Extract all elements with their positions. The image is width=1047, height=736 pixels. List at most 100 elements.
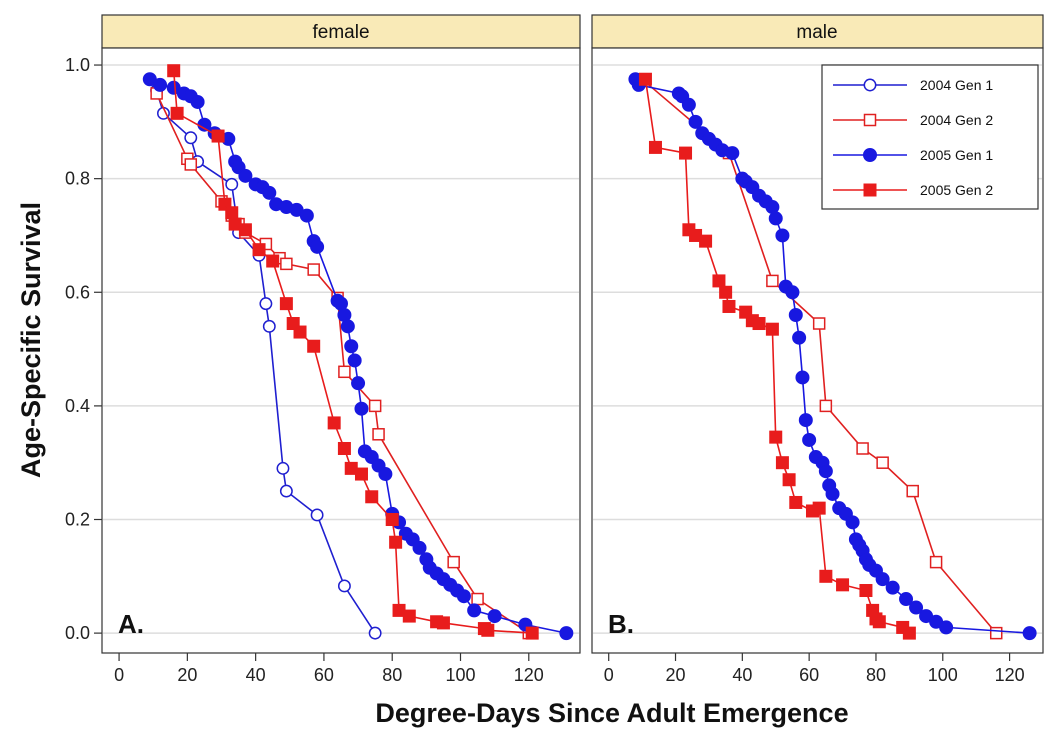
data-point-2005-gen-2 — [279, 297, 293, 311]
panel-female-x-axis: 0 20 40 60 80 100 120 — [114, 653, 544, 685]
data-point-2005-gen-2 — [481, 623, 495, 637]
data-point-2005-gen-2 — [436, 616, 450, 630]
data-point-2005-gen-2 — [354, 467, 368, 481]
legend-label: 2005 Gen 1 — [920, 147, 993, 163]
data-point-2005-gen-1 — [412, 540, 427, 555]
data-point-2005-gen-2 — [819, 569, 833, 583]
data-point-2005-gen-2 — [648, 140, 662, 154]
data-point-2004-gen-2 — [368, 399, 382, 413]
data-point-2005-gen-2 — [836, 578, 850, 592]
data-point-2004-gen-2 — [876, 456, 889, 469]
data-point-2005-gen-2 — [699, 234, 713, 248]
panel-female-grid — [103, 64, 579, 634]
data-point-2005-gen-2 — [712, 274, 726, 288]
series-line-2004-gen-2 — [641, 78, 997, 634]
data-point-2005-gen-2 — [638, 72, 652, 86]
data-point-2004-gen-2 — [812, 317, 826, 330]
data-point-2005-gen-2 — [389, 535, 403, 549]
legend: 2004 Gen 1 2004 Gen 2 2005 Gen 1 2005 Gen 2 — [821, 64, 1039, 210]
series-2005-gen-2 — [638, 72, 916, 640]
data-point-2005-gen-2 — [211, 129, 225, 143]
legend-swatch-marker — [863, 78, 877, 92]
series-2005-gen-2 — [167, 64, 539, 640]
x-tick-label: 60 — [799, 665, 819, 685]
panel-male-letter: B. — [608, 609, 634, 639]
legend-swatch-marker — [863, 148, 877, 162]
data-point-2005-gen-1 — [845, 515, 860, 530]
panel-female-series — [142, 64, 574, 641]
data-point-2005-gen-2 — [266, 254, 280, 268]
data-point-2004-gen-2 — [372, 428, 385, 441]
panel-female-plot-area — [101, 47, 581, 654]
data-point-2005-gen-1 — [456, 589, 471, 604]
data-point-2005-gen-2 — [775, 456, 789, 470]
data-point-2004-gen-2 — [989, 626, 1003, 640]
y-tick-label: 0.2 — [65, 510, 90, 530]
data-point-2004-gen-1 — [279, 484, 293, 498]
data-point-2005-gen-2 — [337, 441, 351, 455]
data-point-2004-gen-2 — [307, 263, 320, 276]
panel-male-x-axis: 0 20 40 60 80 100 120 — [604, 653, 1025, 685]
x-axis-title: Degree-Days Since Adult Emergence — [375, 698, 848, 728]
data-point-2005-gen-2 — [170, 106, 184, 120]
data-point-2004-gen-1 — [262, 319, 276, 333]
x-tick-label: 60 — [314, 665, 334, 685]
x-tick-label: 20 — [666, 665, 686, 685]
data-point-2005-gen-1 — [238, 168, 253, 183]
x-tick-label: 120 — [514, 665, 544, 685]
data-point-2004-gen-2 — [184, 158, 198, 171]
data-point-2005-gen-1 — [310, 239, 325, 254]
data-point-2005-gen-2 — [812, 501, 826, 515]
panel-female-title: female — [312, 22, 369, 43]
data-point-2005-gen-2 — [765, 322, 779, 336]
legend-items: 2004 Gen 1 2004 Gen 2 2005 Gen 1 2005 Gen 2 — [833, 77, 993, 198]
panel-female-y-axis: 0.0 0.2 0.4 0.6 0.8 1.0 — [65, 55, 102, 643]
data-point-2005-gen-1 — [802, 432, 817, 447]
data-point-2005-gen-1 — [340, 319, 355, 334]
data-point-2005-gen-2 — [789, 495, 803, 509]
data-point-2004-gen-2 — [471, 592, 484, 606]
data-point-2005-gen-1 — [351, 376, 366, 391]
data-point-2005-gen-1 — [875, 572, 890, 587]
data-point-2005-gen-1 — [795, 370, 810, 385]
x-tick-label: 120 — [995, 665, 1025, 685]
data-point-2005-gen-1 — [825, 486, 840, 501]
legend-item: 2005 Gen 2 — [833, 182, 993, 198]
data-point-2005-gen-2 — [719, 285, 733, 299]
x-tick-label: 0 — [604, 665, 614, 685]
data-point-2005-gen-1 — [354, 401, 369, 416]
x-tick-label: 100 — [445, 665, 475, 685]
data-point-2005-gen-2 — [402, 609, 416, 623]
data-point-2005-gen-1 — [885, 580, 900, 595]
data-point-2005-gen-1 — [788, 307, 803, 322]
y-tick-label: 1.0 — [65, 55, 90, 75]
data-point-2005-gen-1 — [487, 609, 502, 624]
data-point-2005-gen-1 — [798, 413, 813, 428]
legend-label: 2004 Gen 2 — [920, 112, 993, 128]
data-point-2005-gen-2 — [385, 513, 399, 527]
legend-swatch-marker — [863, 183, 877, 197]
data-point-2005-gen-2 — [327, 416, 341, 430]
series-2004-gen-2 — [635, 72, 1003, 640]
data-point-2004-gen-2 — [819, 399, 833, 413]
data-point-2004-gen-1 — [310, 508, 324, 522]
data-point-2004-gen-1 — [368, 626, 382, 640]
panel-male-series — [628, 72, 1037, 641]
legend-swatch-marker — [863, 113, 877, 127]
data-point-2004-gen-2 — [766, 274, 779, 288]
x-tick-label: 20 — [177, 665, 197, 685]
data-point-2005-gen-1 — [688, 114, 703, 129]
x-tick-label: 80 — [866, 665, 886, 685]
data-point-2005-gen-1 — [344, 339, 359, 354]
panel-female-letter: A. — [118, 609, 144, 639]
data-point-2005-gen-2 — [872, 615, 886, 629]
x-tick-label: 40 — [732, 665, 752, 685]
data-point-2005-gen-1 — [899, 592, 914, 607]
data-point-2005-gen-1 — [467, 603, 482, 618]
data-point-2005-gen-1 — [775, 228, 790, 243]
data-point-2005-gen-2 — [679, 146, 693, 160]
y-tick-label: 0.4 — [65, 396, 90, 416]
data-point-2005-gen-2 — [167, 64, 181, 78]
data-point-2005-gen-2 — [769, 430, 783, 444]
